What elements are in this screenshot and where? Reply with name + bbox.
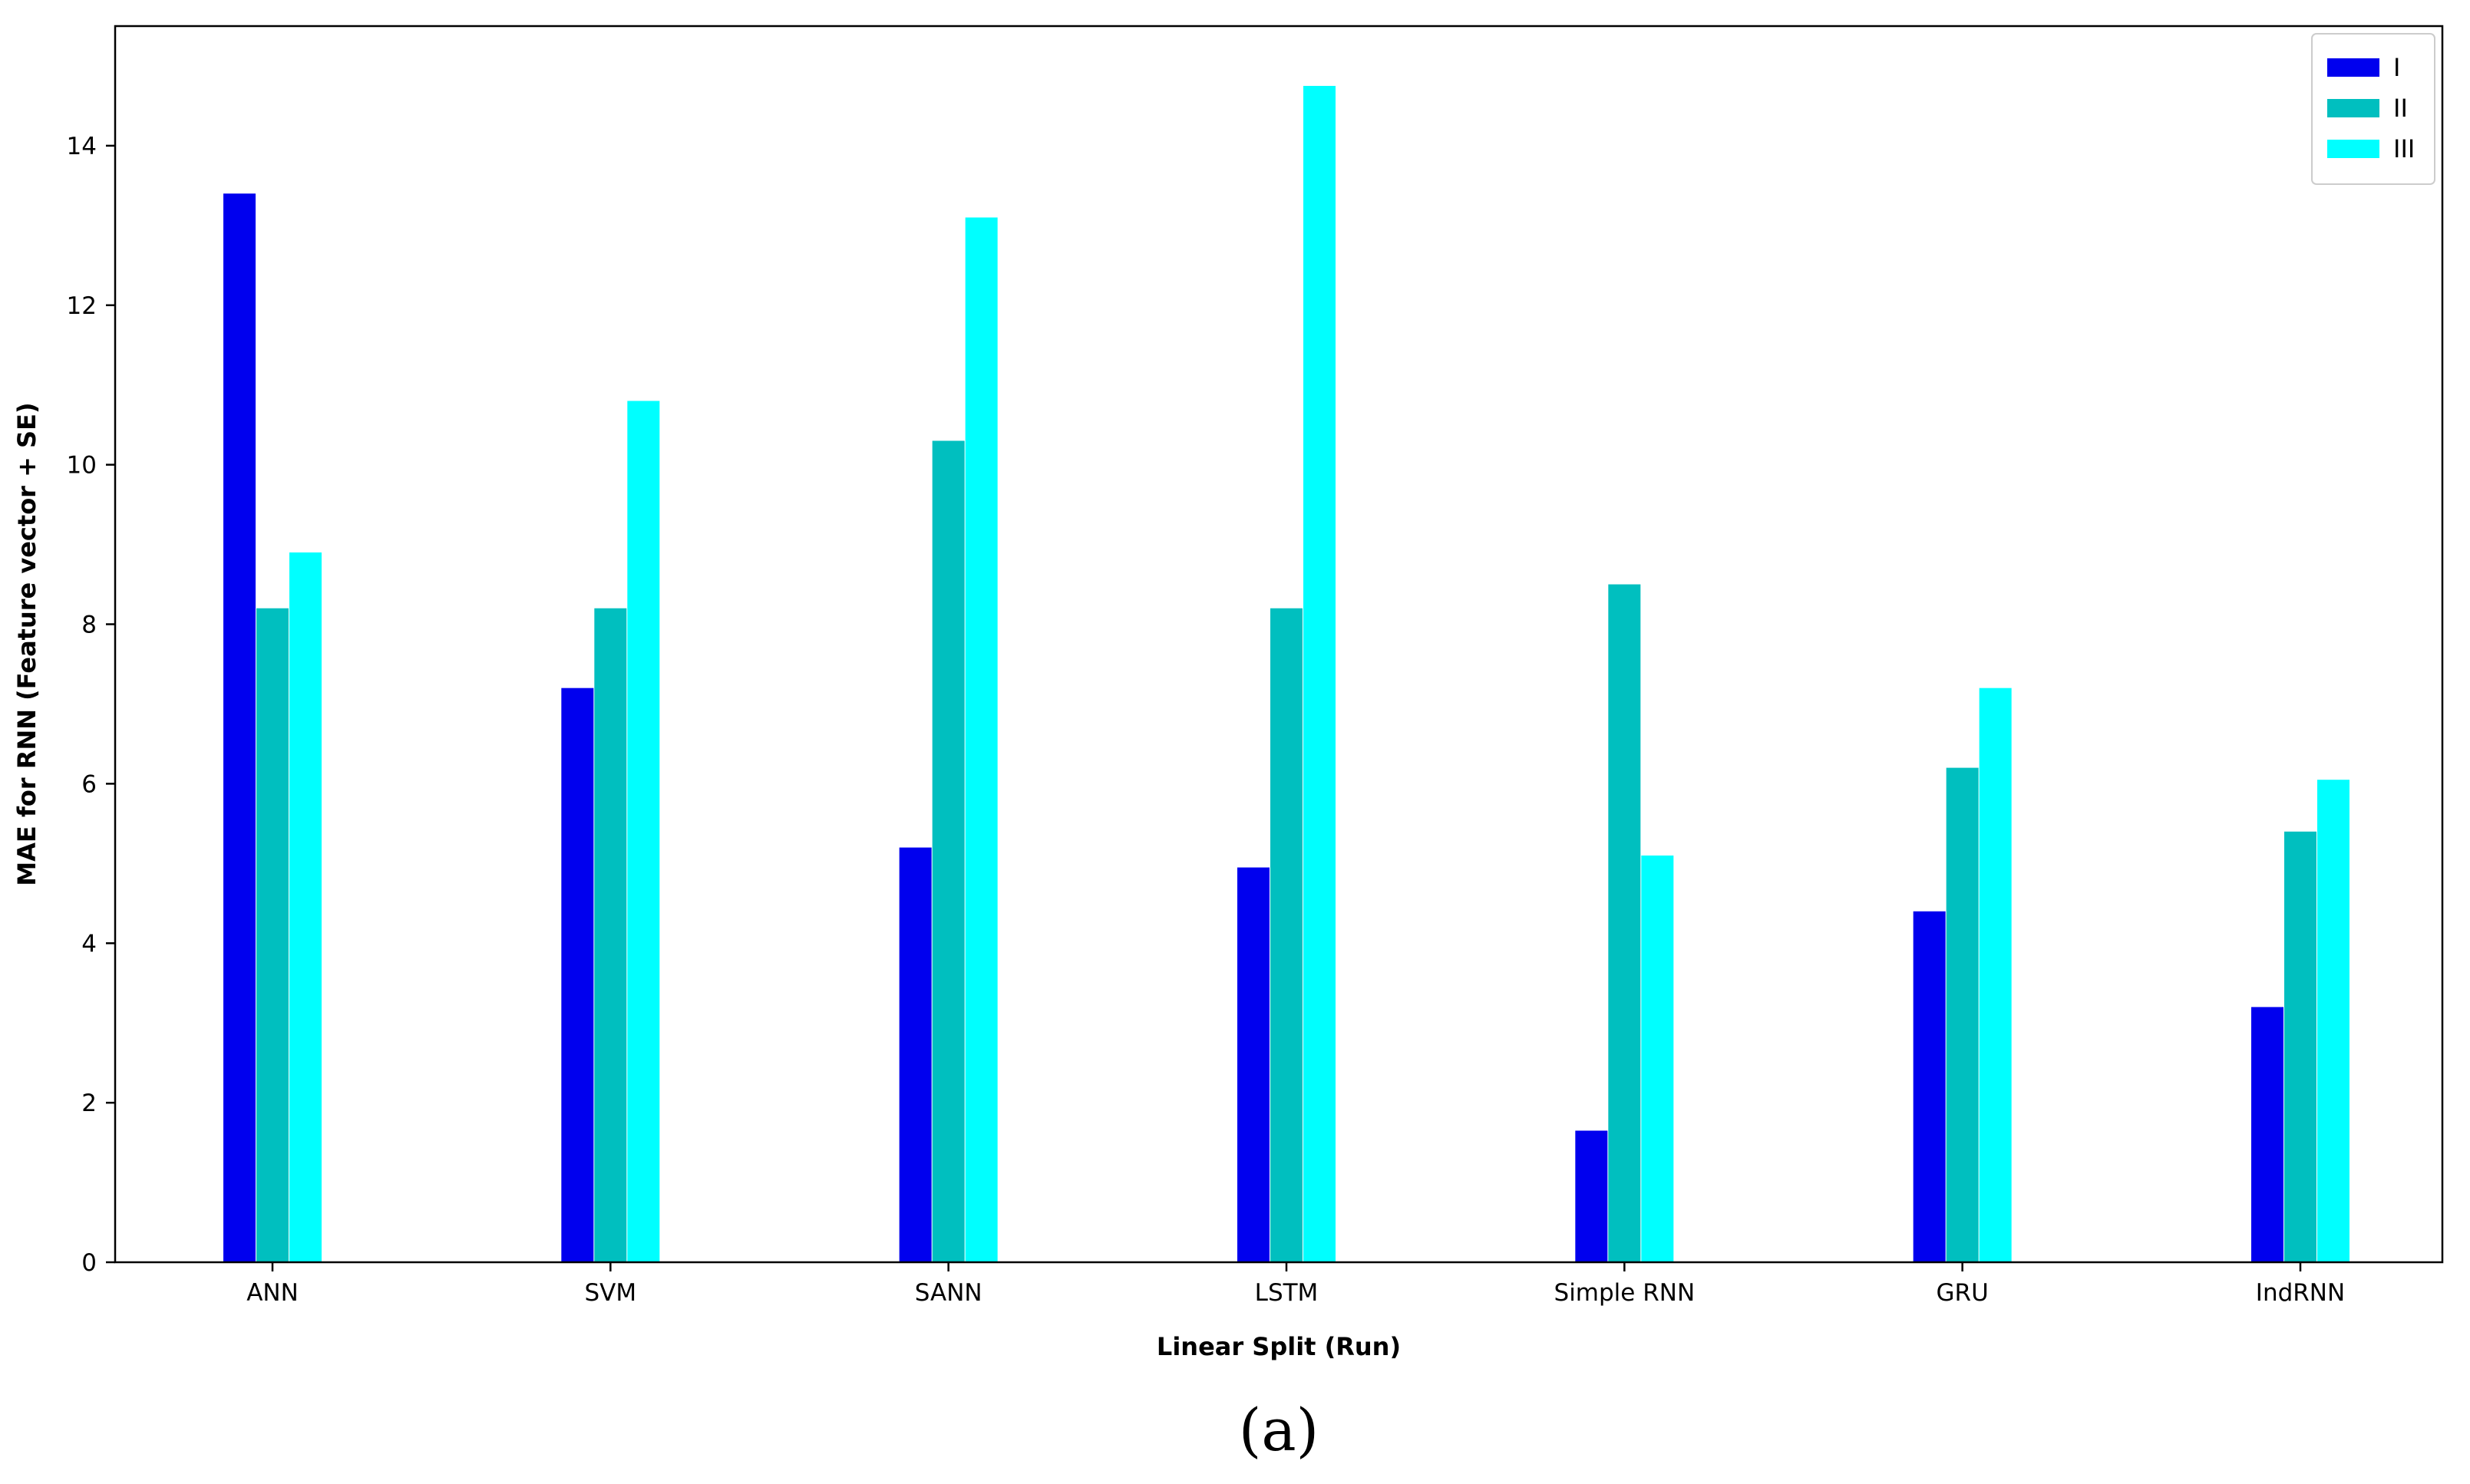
- panel-label: (a): [1239, 1396, 1319, 1464]
- y-tick-label-8: 8: [81, 612, 97, 639]
- bar-ii-gru: [1946, 767, 1979, 1262]
- bar-i-simple-rnn: [1575, 1130, 1608, 1262]
- bar-iii-ann: [289, 552, 322, 1262]
- y-tick-label-4: 4: [81, 930, 97, 958]
- bars-layer: [223, 85, 2349, 1262]
- legend-label-i: I: [2393, 53, 2400, 82]
- y-axis-label: MAE for RNN (Feature vector + SE): [12, 402, 41, 885]
- plot-frame: [114, 25, 2444, 1264]
- bar-ii-ann: [256, 608, 289, 1262]
- bar-iii-simple-rnn: [1641, 855, 1674, 1262]
- bar-ii-indrnn: [2284, 831, 2316, 1262]
- legend-swatch-i: [2327, 58, 2379, 77]
- bar-ii-sann: [932, 440, 965, 1262]
- y-tick-label-2: 2: [81, 1090, 97, 1117]
- bar-i-indrnn: [2251, 1007, 2283, 1262]
- legend-swatch-iii: [2327, 140, 2379, 158]
- legend-swatch-ii: [2327, 99, 2379, 117]
- axes-layer: 0 2 4 6 8 10 12 14 ANN SVM SANN LSTM Simple RNN GRU In…: [67, 25, 2444, 1307]
- bar-iii-indrnn: [2317, 780, 2349, 1262]
- bar-iii-sann: [965, 217, 998, 1262]
- x-tick-label-sann: SANN: [915, 1279, 982, 1307]
- x-tick-label-svm: SVM: [585, 1279, 637, 1307]
- bar-iii-lstm: [1303, 85, 1336, 1262]
- legend-label-iii: III: [2393, 134, 2415, 163]
- bar-i-svm: [561, 688, 594, 1262]
- bar-iii-svm: [627, 401, 660, 1262]
- bar-i-gru: [1913, 911, 1946, 1262]
- x-tick-label-lstm: LSTM: [1255, 1279, 1319, 1307]
- legend-label-ii: II: [2393, 94, 2408, 123]
- y-tick-label-6: 6: [81, 770, 97, 798]
- bar-i-sann: [899, 847, 932, 1262]
- y-tick-label-10: 10: [67, 452, 97, 480]
- bar-i-ann: [223, 193, 256, 1262]
- y-tick-label-14: 14: [67, 133, 97, 160]
- y-tick-label-12: 12: [67, 292, 97, 320]
- x-tick-label-ann: ANN: [246, 1279, 299, 1307]
- x-axis-label: Linear Split (Run): [1157, 1332, 1401, 1361]
- bar-i-lstm: [1237, 867, 1270, 1262]
- y-tick-label-0: 0: [81, 1249, 97, 1277]
- bar-ii-simple-rnn: [1608, 584, 1641, 1262]
- x-tick-label-indrnn: IndRNN: [2256, 1279, 2345, 1307]
- bar-ii-svm: [594, 608, 627, 1262]
- bar-ii-lstm: [1270, 608, 1303, 1262]
- x-tick-label-simple-rnn: Simple RNN: [1554, 1279, 1696, 1307]
- x-tick-label-gru: GRU: [1937, 1279, 1989, 1307]
- bar-iii-gru: [1979, 688, 2012, 1262]
